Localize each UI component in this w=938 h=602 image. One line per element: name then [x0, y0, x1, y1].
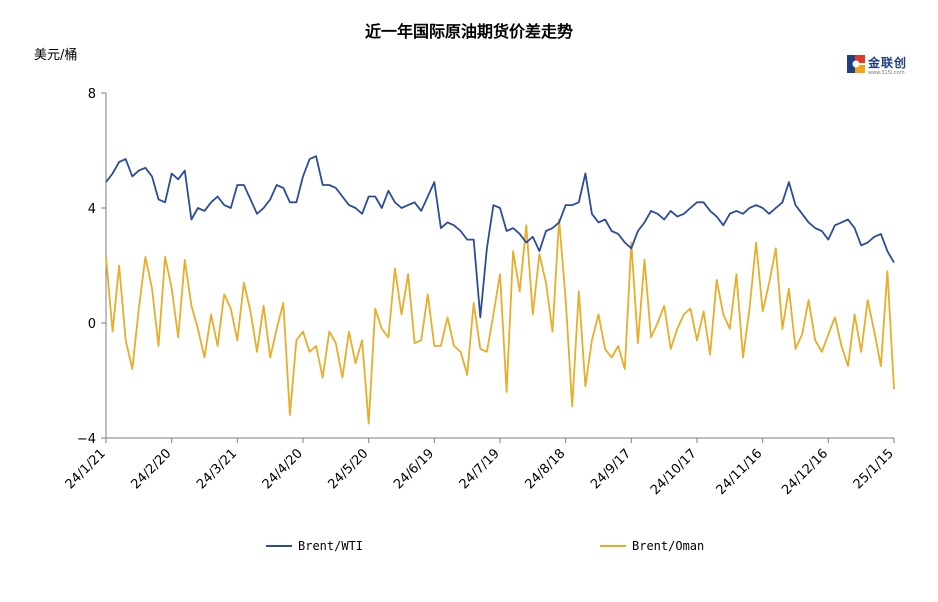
brand-logo-text: 金联创	[868, 56, 908, 70]
x-tick-label: 24/11/16	[714, 446, 766, 498]
legend-item-brent-oman: Brent/Oman	[600, 536, 704, 556]
y-tick-label: −4	[77, 432, 96, 447]
x-tick-label: 24/9/17	[588, 446, 634, 492]
brand-logo-icon	[847, 55, 865, 73]
y-tick-label: 8	[88, 87, 96, 102]
y-tick-label: 0	[88, 317, 96, 332]
y-axis-unit-label: 美元/桶	[34, 48, 78, 63]
x-tick-label: 24/2/20	[128, 446, 174, 492]
series-line-brent-wti	[105, 155, 895, 319]
x-tick-label: 24/1/21	[63, 446, 109, 492]
legend-label-brent-oman: Brent/Oman	[632, 539, 705, 553]
chart-title: 近一年国际原油期货价差走势	[364, 22, 573, 41]
brand-logo-site: www.315i.com	[868, 70, 905, 76]
x-tick-label: 24/7/19	[457, 446, 503, 492]
chart-legend: Brent/WTI Brent/Oman	[0, 536, 938, 556]
brand-logo: 金联创 www.315i.com	[846, 52, 916, 82]
legend-swatch-brent-oman	[600, 545, 626, 547]
legend-item-brent-wti: Brent/WTI	[266, 536, 363, 556]
x-tick-label: 24/3/21	[194, 446, 240, 492]
x-tick-label: 24/10/17	[648, 446, 700, 498]
x-tick-label: 24/8/18	[522, 446, 568, 492]
x-tick-label: 24/4/20	[260, 446, 306, 492]
legend-label-brent-wti: Brent/WTI	[298, 539, 364, 553]
chart-axes: 8 4 0 −424/1/21 24/2/20 24/3/21 24/4/20 24/5/20…	[63, 87, 897, 498]
x-tick-label: 25/1/15	[851, 446, 897, 492]
chart-series-layer	[105, 155, 895, 425]
x-tick-label: 24/5/20	[325, 446, 371, 492]
x-tick-label: 24/6/19	[391, 446, 437, 492]
legend-swatch-brent-wti	[266, 545, 292, 547]
y-tick-label: 4	[88, 202, 96, 217]
x-tick-label: 24/12/16	[779, 446, 831, 498]
series-line-brent-oman	[105, 218, 895, 425]
